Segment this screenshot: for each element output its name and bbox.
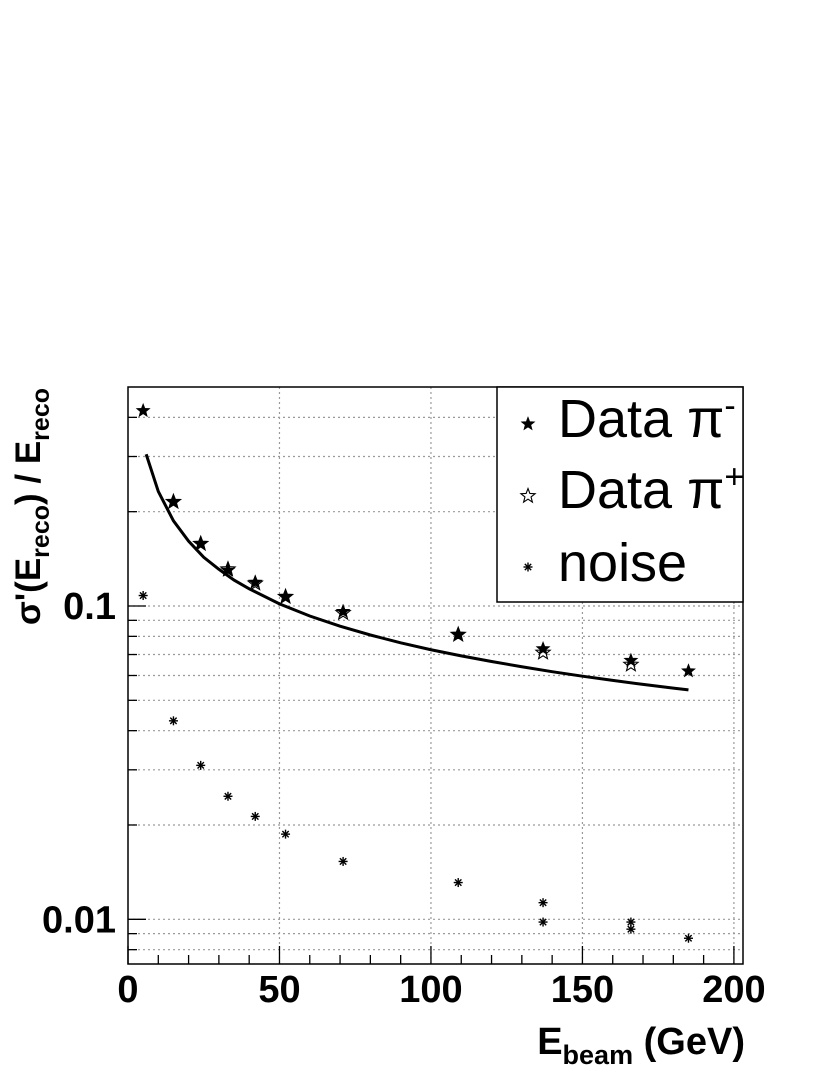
data-point-data [165,494,181,509]
data-point-noise [196,760,206,770]
data-point-noise [683,933,693,943]
data-markers [135,402,696,943]
data-point-data [220,562,236,577]
legend-sup-data-pi-minus: - [724,387,735,425]
x-tick-labels: 0 50 100 150 200 [117,969,765,1011]
data-point-data [681,663,696,678]
legend-label-data-pi-minus: Data π [558,389,724,449]
plot-frame [127,386,744,965]
data-point-data [622,655,640,672]
legend-sup-data-pi-plus: + [724,458,744,496]
data-point-noise [338,856,348,866]
data-point-noise [138,591,148,601]
legend: Data π- Data π+ noise [496,386,744,603]
y-axis-title: σ'(Ereco) / Ereco [9,388,55,625]
data-point-noise [538,898,548,908]
legend-entry-noise: noise [558,533,687,593]
data-point-noise [168,716,178,726]
legend-marker-asterisk [523,562,533,572]
data-point-noise [453,878,463,888]
x-axis-title-rest: (GeV) [633,1021,745,1063]
data-point-data [450,626,466,642]
legend-marker-filled-star [520,416,536,431]
legend-entry-data-pi-minus: Data π- [558,387,736,449]
data-point-data [135,402,151,418]
data-point-data [278,588,293,604]
y-axis-title-sub2: reco [27,388,55,441]
x-tick-label: 50 [258,969,300,1011]
data-point-noise [281,829,291,839]
data-point-noise [538,917,548,927]
legend-markers [519,416,537,572]
data-point-noise [250,811,260,821]
legend-marker-open-star [519,486,537,504]
x-tick-label: 150 [551,969,614,1011]
y-axis-title-part2: ) / E [9,441,48,505]
legend-entry-data-pi-plus: Data π+ [558,458,744,520]
x-axis-title-sub: beam [563,1040,634,1070]
legend-label-data-pi-plus: Data π [558,460,724,520]
data-point-data [535,640,551,656]
data-point-data [623,652,639,667]
data-point-noise [626,924,636,934]
y-axis-title-sub1: reco [27,505,55,558]
data-point-noise [626,917,636,927]
y-tick-label: 0.01 [42,899,116,941]
data-point-data [335,603,351,618]
y-axis-title-part1: σ'(E [9,558,48,625]
y-tick-labels: 0.01 0.1 [42,586,116,941]
data-point-data [247,574,263,589]
x-axis-title: Ebeam (GeV) [537,1021,745,1070]
legend-box [496,386,744,603]
x-tick-label: 200 [702,969,765,1011]
x-tick-label: 0 [117,969,138,1011]
axis-ticks [127,416,735,964]
x-tick-label: 100 [399,969,462,1011]
data-point-noise [223,791,233,801]
fit-curve [144,453,689,692]
data-point-data [193,535,209,551]
legend-label-noise: noise [558,533,687,593]
y-tick-label: 0.1 [63,586,116,628]
x-axis-title-main: E [537,1021,562,1063]
fit-curve-layer [144,453,689,692]
